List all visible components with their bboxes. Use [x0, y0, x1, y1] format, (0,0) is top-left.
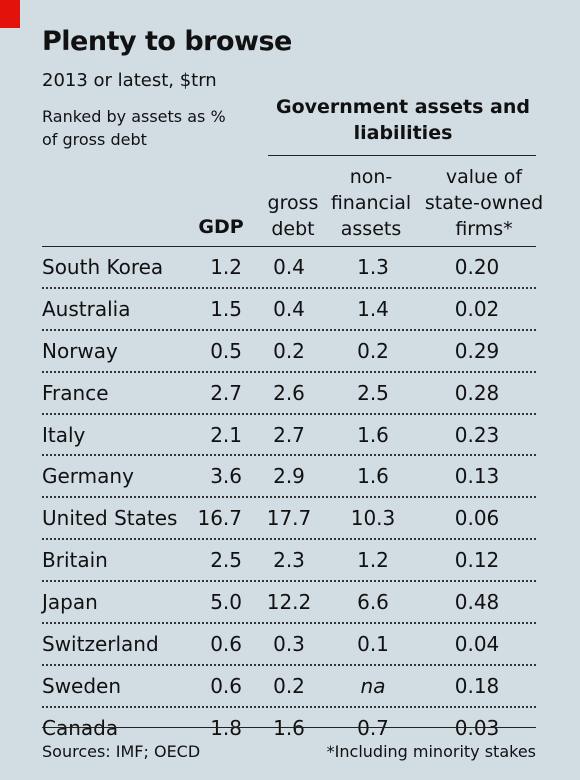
non-financial-assets-cell: 1.3 — [357, 255, 389, 279]
country-cell: Australia — [42, 296, 131, 321]
gdp-cell: 1.2 — [210, 255, 242, 279]
gdp-cell: 5.0 — [210, 590, 242, 615]
non-financial-assets-cell: 1.6 — [357, 422, 389, 447]
table-row: Japan 5.0 12.2 6.6 0.48 — [42, 582, 536, 625]
group-header-rule — [268, 155, 536, 156]
group-header: Government assets and liabilities — [275, 96, 530, 144]
country-cell: Britain — [42, 548, 108, 573]
gross-debt-cell: 0.2 — [273, 338, 305, 363]
gross-debt-cell: 0.4 — [273, 255, 305, 279]
footer-rule — [42, 727, 536, 728]
non-financial-assets-cell: 0.2 — [357, 338, 389, 363]
non-financial-assets-cell: 6.6 — [357, 590, 389, 615]
column-header-non-financial-assets: non- financial assets — [326, 164, 416, 242]
gross-debt-cell: 0.3 — [273, 632, 305, 657]
gdp-cell: 0.5 — [210, 338, 242, 363]
column-header-nfa-line1: non- — [349, 166, 393, 188]
country-cell: Switzerland — [42, 632, 159, 657]
non-financial-assets-cell: 0.1 — [357, 632, 389, 657]
gdp-cell: 1.5 — [210, 296, 242, 321]
country-cell: Japan — [42, 590, 98, 615]
column-header-gross-debt-line2: debt — [271, 218, 315, 240]
header-rule — [42, 246, 536, 247]
gross-debt-cell: 0.2 — [273, 673, 305, 698]
table-row: Italy 2.1 2.7 1.6 0.23 — [42, 415, 536, 457]
country-cell: Italy — [42, 422, 86, 447]
non-financial-assets-cell: 10.3 — [350, 506, 396, 531]
column-header-sof-line2: state-owned — [424, 192, 544, 214]
country-cell: South Korea — [42, 255, 164, 279]
non-financial-assets-cell: 1.6 — [357, 464, 389, 489]
gross-debt-cell: 12.2 — [266, 590, 312, 615]
column-header-gdp: GDP — [196, 214, 246, 240]
data-table: South Korea 1.2 0.4 1.3 0.20 Australia 1.5 0.4 1… — [42, 247, 536, 748]
ranking-note: Ranked by assets as % of gross debt — [42, 107, 226, 149]
brand-red-tag — [0, 0, 20, 28]
non-financial-assets-cell: 2.5 — [357, 380, 389, 405]
table-row: France 2.7 2.6 2.5 0.28 — [42, 373, 536, 415]
column-header-sof-line3: firms* — [455, 218, 513, 240]
gdp-cell: 2.5 — [210, 548, 242, 573]
gross-debt-cell: 17.7 — [266, 506, 312, 531]
column-header-gross-debt: gross debt — [264, 190, 322, 242]
page-subtitle: 2013 or latest, $trn — [42, 70, 217, 91]
state-owned-firms-cell: 0.04 — [454, 632, 500, 657]
state-owned-firms-cell: 0.13 — [454, 464, 500, 489]
state-owned-firms-cell: 0.20 — [454, 255, 500, 279]
gross-debt-cell: 2.3 — [273, 548, 305, 573]
column-header-gdp-text: GDP — [198, 216, 244, 238]
table-row: Australia 1.5 0.4 1.4 0.02 — [42, 289, 536, 331]
gross-debt-cell: 2.6 — [273, 380, 305, 405]
gdp-cell: 3.6 — [210, 464, 242, 489]
column-header-nfa-line3: assets — [340, 218, 402, 240]
table-row: South Korea 1.2 0.4 1.3 0.20 — [42, 247, 536, 289]
non-financial-assets-cell: na — [360, 673, 386, 698]
state-owned-firms-cell: 0.06 — [454, 506, 500, 531]
page-title: Plenty to browse — [42, 26, 292, 57]
gross-debt-cell: 0.4 — [273, 296, 305, 321]
table-row: Germany 3.6 2.9 1.6 0.13 — [42, 456, 536, 499]
country-cell: Sweden — [42, 673, 122, 698]
gdp-cell: 0.6 — [210, 632, 242, 657]
column-header-state-owned-firms: value of state-owned firms* — [418, 164, 550, 242]
country-cell: United States — [42, 506, 178, 531]
gdp-cell: 16.7 — [197, 506, 242, 531]
country-cell: France — [42, 380, 109, 405]
table-row: Norway 0.5 0.2 0.2 0.29 — [42, 331, 536, 373]
sources-note: Sources: IMF; OECD — [42, 742, 201, 761]
gdp-cell: 2.1 — [210, 422, 242, 447]
state-owned-firms-cell: 0.18 — [454, 673, 500, 698]
gross-debt-cell: 2.9 — [273, 464, 305, 489]
non-financial-assets-cell: 1.4 — [357, 296, 389, 321]
column-header-sof-line1: value of — [445, 166, 523, 188]
state-owned-firms-cell: 0.12 — [454, 548, 500, 573]
gdp-cell: 2.7 — [210, 380, 242, 405]
column-header-gross-debt-line1: gross — [267, 192, 319, 214]
footnote: *Including minority stakes — [326, 742, 536, 761]
state-owned-firms-cell: 0.23 — [454, 422, 500, 447]
gross-debt-cell: 2.7 — [273, 422, 305, 447]
table-row: United States 16.7 17.7 10.3 0.06 — [42, 498, 536, 541]
country-cell: Germany — [42, 464, 134, 489]
table-row: Sweden 0.6 0.2 na 0.18 — [42, 666, 536, 708]
table-row: Switzerland 0.6 0.3 0.1 0.04 — [42, 624, 536, 666]
country-cell: Norway — [42, 338, 118, 363]
non-financial-assets-cell: 1.2 — [357, 548, 389, 573]
state-owned-firms-cell: 0.28 — [454, 380, 500, 405]
state-owned-firms-cell: 0.02 — [454, 296, 500, 321]
table-row: Britain 2.5 2.3 1.2 0.12 — [42, 540, 536, 583]
state-owned-firms-cell: 0.29 — [454, 338, 500, 363]
column-header-nfa-line2: financial — [330, 192, 412, 214]
gdp-cell: 0.6 — [210, 673, 242, 698]
state-owned-firms-cell: 0.48 — [454, 590, 500, 615]
